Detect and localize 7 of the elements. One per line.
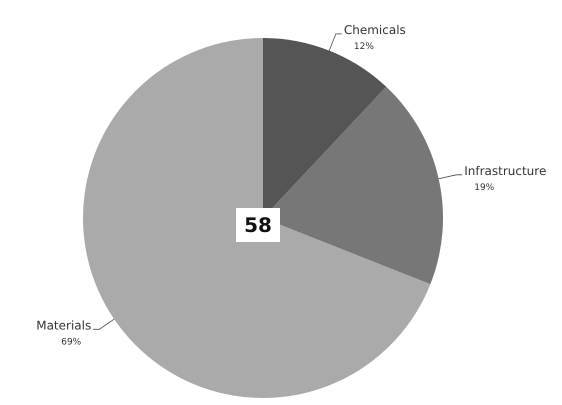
data-label: 19% [474,182,495,193]
data-label: 69% [61,337,82,348]
data-label: 12% [354,42,374,52]
slice-label: Chemicals [344,22,406,37]
text: 58 [236,208,280,242]
slice-label: Infrastructure [464,164,546,178]
slice-label: Materials [36,318,92,332]
